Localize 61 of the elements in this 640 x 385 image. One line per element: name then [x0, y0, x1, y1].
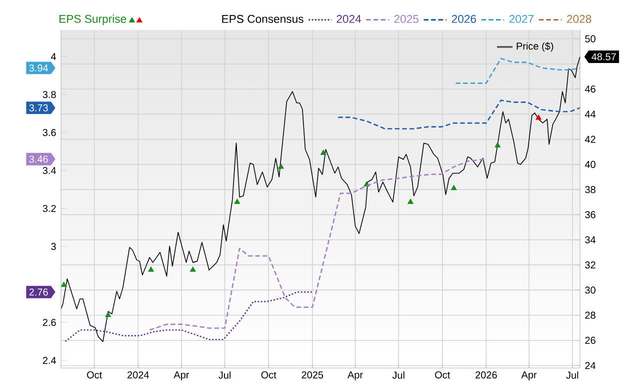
legend-label: 2026 [452, 15, 476, 24]
point [408, 198, 414, 204]
y2-tick-label: 32 [585, 262, 596, 269]
legend-title: EPS Consensus [222, 15, 304, 24]
y-tick-label: 3.2 [42, 205, 56, 212]
y2-tick-label: 44 [584, 110, 596, 118]
y-tick-label: 2.6 [42, 318, 56, 326]
x-tick-label: Apr [174, 371, 190, 380]
point [320, 150, 326, 156]
x-tick-label: Oct [435, 371, 450, 379]
y2-tick-label: 38 [585, 186, 596, 194]
y2-tick-label: 40 [584, 161, 596, 168]
x-tick-label: Oct [261, 371, 276, 379]
line-series [337, 100, 580, 130]
text: EPS Surprise [60, 14, 126, 26]
line-series [64, 291, 314, 342]
point [190, 266, 196, 272]
point [278, 164, 284, 169]
line-series [455, 58, 580, 84]
y2-tick-label: 42 [584, 136, 596, 143]
text: 3.94 [29, 64, 48, 72]
text: 3.46 [29, 156, 48, 163]
legend-label: 2025 [394, 15, 418, 24]
y-tick-label: 3.4 [42, 167, 56, 174]
point [450, 185, 457, 190]
legend-label: 2027 [509, 15, 534, 24]
text: 3.73 [29, 104, 48, 112]
x-tick-label: Jul [392, 371, 404, 379]
x-tick-label: Apr [348, 371, 363, 380]
y2-tick-label: 46 [584, 86, 596, 93]
point [536, 114, 542, 120]
point [234, 198, 240, 204]
text: Price ($) [516, 42, 554, 52]
x-tick-label: Oct [87, 371, 102, 379]
text: 2.76 [29, 288, 48, 296]
line-series [61, 56, 580, 342]
line-series [148, 158, 486, 331]
x-tick-label: 2026 [476, 371, 497, 379]
point [148, 266, 154, 272]
y2-tick-label: 28 [585, 312, 596, 319]
x-tick-label: 2024 [128, 371, 149, 379]
point [494, 142, 501, 148]
y-tick-label: 3.8 [42, 91, 56, 98]
x-tick-label: Jul [218, 371, 231, 379]
y2-tick-label: 26 [585, 336, 596, 344]
y2-tick-label: 34 [585, 236, 596, 244]
y2-tick-label: 24 [585, 362, 596, 370]
y2-tick-label: 36 [585, 211, 596, 218]
y2-tick-label: 30 [585, 286, 596, 294]
y-tick-label: 3.6 [42, 129, 56, 136]
x-tick-label: Jul [566, 371, 578, 379]
point [105, 312, 112, 318]
data-label: 48.57 [592, 53, 616, 60]
x-tick-label: Apr [521, 371, 537, 380]
y2-tick-label: 50 [585, 35, 596, 42]
y-tick-label: 2.4 [42, 357, 56, 364]
legend-label: 2024 [336, 15, 362, 24]
y-tick-label: 3 [51, 243, 56, 250]
x-tick-label: 2025 [302, 371, 324, 379]
y-tick-label: 4 [50, 53, 56, 60]
legend-label: 2028 [567, 15, 592, 24]
